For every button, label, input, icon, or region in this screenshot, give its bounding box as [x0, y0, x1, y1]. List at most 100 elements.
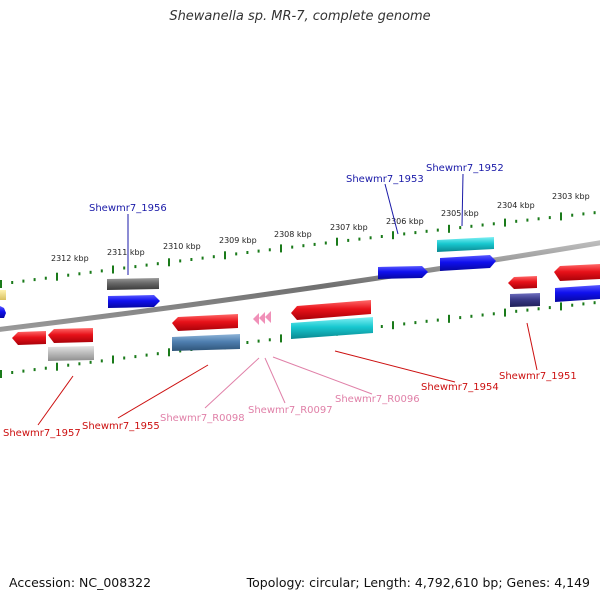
leader-1954 [334, 350, 456, 383]
minor-tick [313, 242, 316, 246]
minor-tick [515, 309, 518, 313]
minor-tick [179, 259, 182, 263]
gene-label: Shewmr7_1951 [499, 371, 577, 382]
minor-tick [324, 241, 327, 245]
gene-1953-blue [378, 266, 428, 279]
gene-label: Shewmr7_1955 [82, 421, 160, 432]
minor-tick [470, 314, 473, 318]
minor-tick [537, 217, 540, 221]
minor-tick [436, 228, 439, 232]
major-tick [280, 334, 282, 343]
minor-tick [22, 279, 25, 283]
gene-label: Shewmr7_R0097 [248, 405, 333, 416]
genome-backbone [0, 240, 600, 332]
genome-stats-text: Topology: circular; Length: 4,792,610 bp… [246, 575, 590, 590]
gene-label: Shewmr7_1953 [346, 174, 424, 185]
gene-label: Shewmr7_R0096 [335, 394, 420, 405]
gene-1957-red-a [12, 331, 46, 345]
minor-tick [358, 237, 361, 241]
minor-tick [145, 263, 148, 267]
gene-1951-navy [510, 293, 540, 307]
major-tick [112, 355, 114, 364]
scale-label: 2309 kbp [219, 236, 257, 245]
leader-1952 [461, 173, 464, 227]
minor-tick [571, 213, 574, 217]
gene-right-blue [555, 285, 600, 302]
minor-tick [548, 216, 551, 220]
major-tick [168, 348, 170, 357]
minor-tick [123, 356, 126, 360]
gene-label: Shewmr7_1954 [421, 382, 499, 393]
minor-tick [89, 360, 92, 364]
leader-1955 [117, 364, 209, 419]
minor-tick [257, 249, 260, 253]
minor-tick [22, 369, 25, 373]
minor-tick [212, 255, 215, 259]
gene-label: Shewmr7_R0098 [160, 413, 245, 424]
minor-tick [179, 349, 182, 353]
minor-tick [134, 355, 137, 359]
minor-tick [593, 211, 596, 215]
scale-label: 2303 kbp [552, 192, 590, 201]
leader-1957 [37, 375, 74, 426]
minor-tick [425, 229, 428, 233]
minor-tick [582, 212, 585, 216]
major-tick [224, 251, 226, 260]
minor-tick [134, 265, 137, 269]
major-tick [448, 224, 450, 233]
minor-tick [403, 322, 406, 326]
minor-tick [492, 312, 495, 316]
gene-1957-lightgray [48, 346, 94, 361]
minor-tick [78, 272, 81, 276]
major-tick [448, 314, 450, 323]
minor-tick [414, 231, 417, 235]
minor-tick [246, 251, 249, 254]
minor-tick [425, 319, 428, 323]
gene-left-blue [0, 306, 6, 318]
rna-R0096 [265, 311, 271, 323]
major-tick [168, 258, 170, 267]
gene-labels: Shewmr7_1956 Shewmr7_1953 Shewmr7_1952 S… [3, 163, 577, 439]
minor-tick [100, 359, 103, 363]
minor-tick [78, 362, 81, 366]
leader-R0097 [264, 357, 286, 404]
minor-tick [571, 303, 574, 307]
major-tick [56, 362, 58, 371]
minor-tick [414, 321, 417, 325]
gene-1955-red [172, 314, 238, 331]
major-tick [392, 231, 394, 240]
leader-1951 [526, 322, 538, 371]
leader-R0098 [204, 357, 260, 409]
minor-tick [11, 371, 14, 374]
minor-tick [302, 244, 305, 248]
rna-R0097 [259, 312, 265, 324]
minor-tick [470, 224, 473, 228]
minor-tick [145, 353, 148, 357]
gene-1957-red-b [48, 328, 93, 343]
scale-labels: 2312 kbp 2311 kbp 2310 kbp 2309 kbp 2308… [51, 192, 590, 263]
minor-tick [257, 339, 260, 343]
map-title: Shewanella sp. MR-7, complete genome [169, 9, 431, 24]
minor-tick [100, 269, 103, 273]
minor-tick [403, 232, 406, 236]
minor-tick [526, 218, 529, 222]
forward-genes [0, 237, 600, 318]
minor-tick [44, 366, 47, 370]
gene-1952-blue [440, 255, 496, 271]
minor-tick [33, 278, 36, 282]
gene-label: Shewmr7_1957 [3, 428, 81, 439]
scale-label: 2307 kbp [330, 223, 368, 232]
major-tick [392, 321, 394, 330]
accession-text: Accession: NC_008322 [9, 575, 152, 590]
gene-1954-red [291, 300, 371, 320]
minor-tick [492, 222, 495, 226]
gene-1956-gray [107, 278, 159, 290]
minor-tick [156, 352, 159, 356]
scale-label: 2310 kbp [163, 242, 201, 251]
leader-1953 [384, 183, 399, 235]
gene-left-yellow [0, 290, 6, 300]
minor-tick [459, 316, 462, 320]
major-tick [504, 308, 506, 317]
minor-tick [89, 270, 92, 274]
